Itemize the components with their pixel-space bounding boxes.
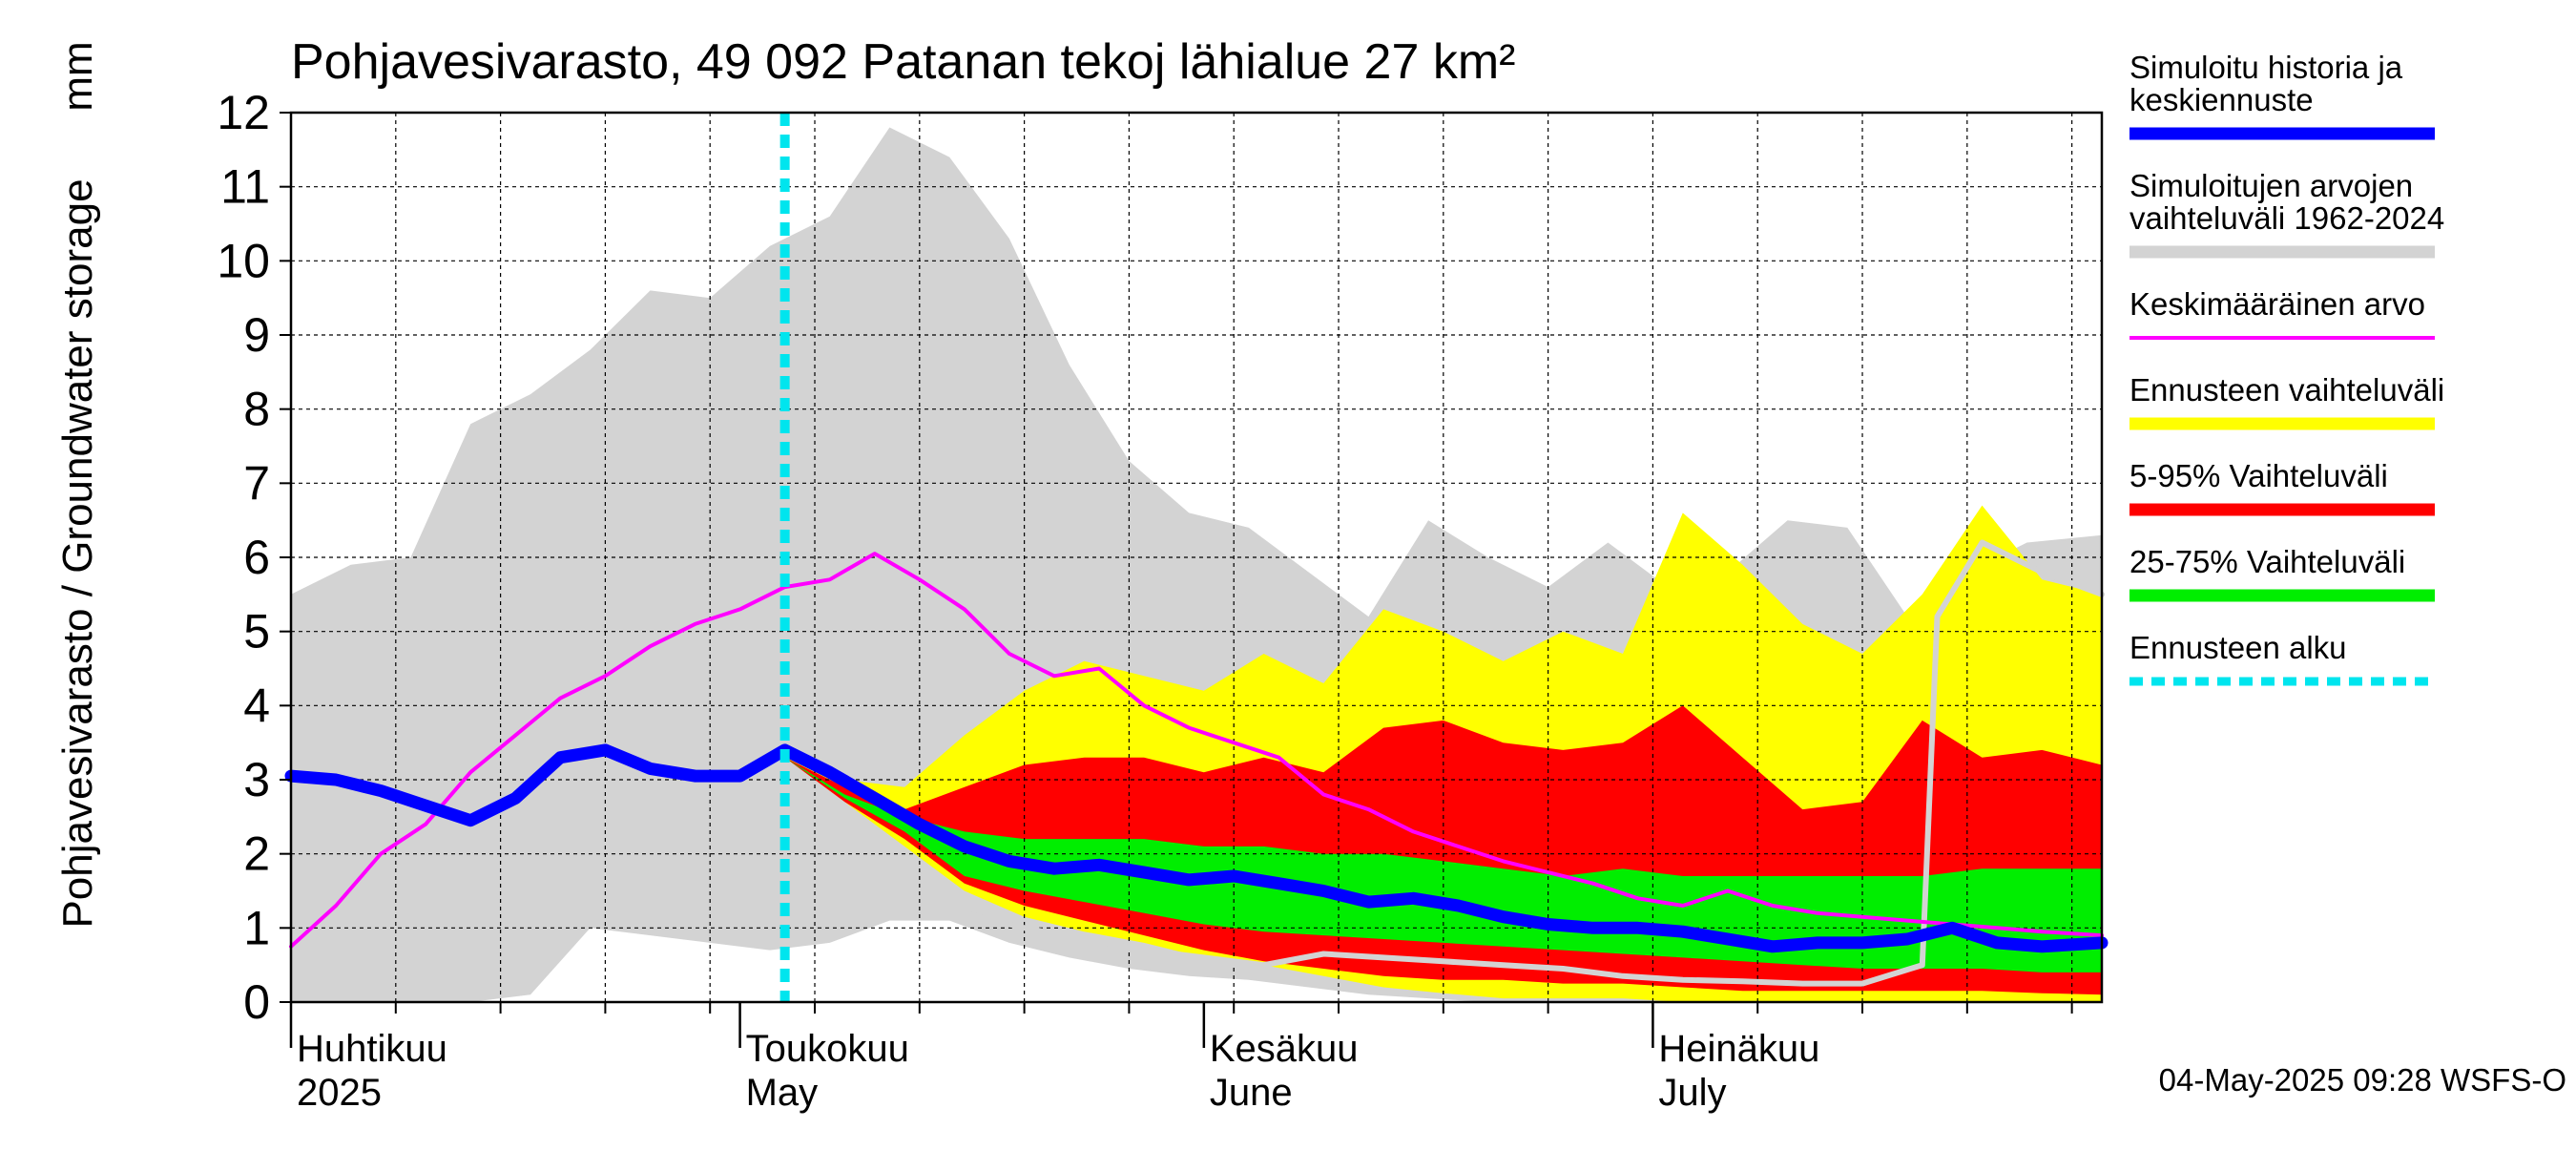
y-tick-label: 3	[243, 753, 270, 806]
gridlines	[291, 113, 2102, 1002]
series-line-mean	[289, 552, 2104, 949]
legend-label-p25_75: 25-75% Vaihteluväli	[2129, 544, 2405, 579]
line-series-group	[284, 113, 2109, 1002]
series-line-history_min_line	[961, 539, 2105, 987]
x-tick-label-month: Kesäkuu	[1210, 1028, 1359, 1070]
legend-label-forecast_start: Ennusteen alku	[2129, 630, 2347, 665]
x-tick-label-month: Toukokuu	[746, 1028, 909, 1070]
legend-label-p5_95: 5-95% Vaihteluväli	[2129, 458, 2388, 493]
y-tick-label: 2	[243, 827, 270, 881]
legend-label-mean: Keskimääräinen arvo	[2129, 286, 2425, 322]
legend-label-median: Simuloitu historia ja	[2129, 50, 2403, 85]
x-tick-label-sub: July	[1658, 1072, 1726, 1114]
legend-label2-median: keskiennuste	[2129, 82, 2314, 117]
series-band-p25_75	[784, 757, 2102, 972]
timestamp-footer: 04-May-2025 09:28 WSFS-O	[2159, 1062, 2566, 1098]
y-tick-label: 1	[243, 901, 270, 954]
series-line-median	[284, 743, 2109, 953]
axes: 0123456789101112Huhtikuu2025ToukokuuMayK…	[217, 86, 2104, 1114]
y-tick-label: 0	[243, 975, 270, 1029]
y-tick-label: 4	[243, 679, 270, 732]
y-tick-label: 6	[243, 531, 270, 584]
x-tick-label-sub: May	[746, 1072, 819, 1114]
y-axis-label: Pohjavesivarasto / Groundwater storage	[54, 178, 101, 928]
legend-label-history_range: Simuloitujen arvojen	[2129, 168, 2413, 203]
chart-title: Pohjavesivarasto, 49 092 Patanan tekoj l…	[291, 34, 1515, 90]
x-tick-label-sub: June	[1210, 1072, 1293, 1114]
y-tick-label: 10	[217, 234, 270, 287]
area-series-group	[291, 127, 2102, 1002]
legend-label-forecast_range: Ennusteen vaihteluväli	[2129, 372, 2444, 408]
y-tick-label: 11	[220, 160, 270, 214]
y-tick-label: 12	[217, 86, 270, 139]
legend-label2-history_range: vaihteluväli 1962-2024	[2129, 200, 2444, 236]
y-axis-unit: mm	[54, 41, 101, 111]
y-tick-label: 9	[243, 308, 270, 362]
x-tick-label-month: Heinäkuu	[1658, 1028, 1819, 1070]
x-tick-label-sub: 2025	[297, 1072, 382, 1114]
y-tick-label: 5	[243, 605, 270, 659]
y-tick-label: 7	[243, 456, 270, 510]
y-tick-label: 8	[243, 383, 270, 436]
x-tick-label-month: Huhtikuu	[297, 1028, 447, 1070]
